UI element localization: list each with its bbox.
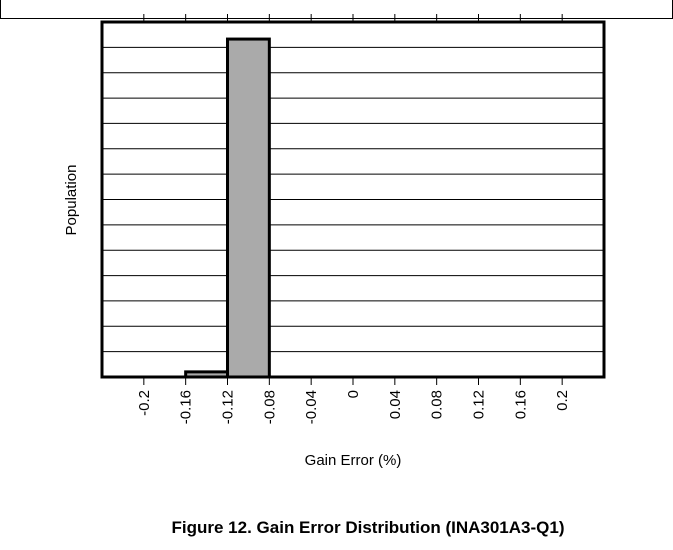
x-tick-label: 0.2 bbox=[554, 390, 571, 411]
x-tick-label: -0.2 bbox=[136, 390, 153, 416]
x-tick-label: -0.08 bbox=[261, 390, 278, 424]
x-tick-label: -0.04 bbox=[303, 390, 320, 424]
grid-lines bbox=[102, 46, 604, 353]
y-axis-label: Population bbox=[63, 165, 80, 236]
x-tick-label: 0.08 bbox=[429, 390, 446, 419]
x-axis-tick-labels: -0.2 -0.16 -0.12 -0.08 -0.04 0 0.04 0.08 0.12 0.1… bbox=[136, 390, 571, 424]
x-tick-label: 0.04 bbox=[387, 390, 404, 419]
x-tick-label: 0.16 bbox=[512, 390, 529, 419]
x-tick-label: -0.12 bbox=[220, 390, 237, 424]
x-axis-ticks bbox=[143, 14, 563, 385]
histogram-bar bbox=[226, 37, 271, 379]
x-axis-label: Gain Error (%) bbox=[305, 452, 402, 469]
figure-caption: Figure 12. Gain Error Distribution (INA3… bbox=[172, 518, 565, 537]
x-tick-label: 0 bbox=[345, 390, 362, 398]
x-tick-label: 0.12 bbox=[471, 390, 488, 419]
x-tick-label: -0.16 bbox=[178, 390, 195, 424]
